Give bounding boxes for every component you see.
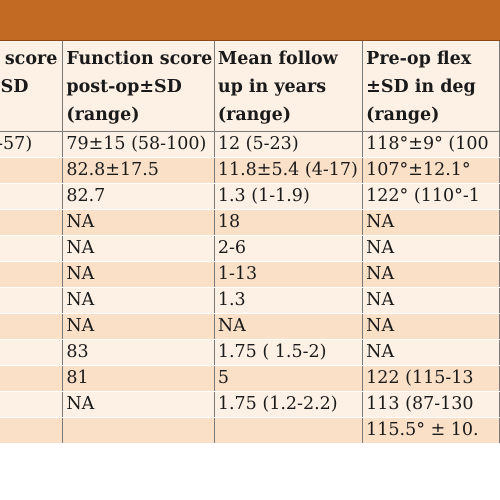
cell-function-score-postop: NA	[62, 209, 215, 236]
cell-preop-flexion: NA	[362, 287, 500, 314]
cell-function-score-postop: NA	[62, 235, 215, 262]
cell-preop-flexion: 122° (110°-1	[362, 183, 500, 210]
cell-mean-follow-up: 1.75 (1.2-2.2)	[214, 391, 364, 418]
cell-preop-flexion: NA	[362, 261, 500, 288]
cell-function-score-preop: 0-57)	[0, 131, 64, 158]
cell-function-score-preop	[0, 313, 64, 340]
table-row: 982.8±17.511.8±5.4 (4-17)107°±12.1°	[0, 157, 500, 184]
cell-function-score-postop: 81	[62, 365, 215, 392]
cell-function-score-postop: 82.8±17.5	[62, 157, 215, 184]
cell-mean-follow-up: 2-6	[214, 235, 364, 262]
cell-preop-flexion: NA	[362, 209, 500, 236]
table-row: 81 5 122 (115-13	[0, 365, 500, 392]
table-row: NA 1.75 (1.2-2.2) 113 (87-130	[0, 391, 500, 418]
cell-function-score-postop	[62, 417, 215, 444]
header-function-score-preop: n score ±SD	[0, 41, 64, 132]
cell-mean-follow-up: 1.75 ( 1.5-2)	[214, 339, 364, 366]
header-preop-flexion: Pre-op flex ±SD in deg (range)	[362, 41, 500, 132]
table-row: 115.5° ± 10.	[0, 417, 500, 444]
cell-function-score-preop	[0, 287, 64, 314]
table-row: NA NA NA	[0, 313, 500, 340]
table-row: NA 1-13 NA	[0, 261, 500, 288]
header-mean-follow-up: Mean follow up in years (range)	[214, 41, 364, 132]
cell-preop-flexion: 122 (115-13	[362, 365, 500, 392]
cell-mean-follow-up	[214, 417, 364, 444]
cell-function-score-postop: 82.7	[62, 183, 215, 210]
cell-function-score-preop	[0, 365, 64, 392]
cell-mean-follow-up: 11.8±5.4 (4-17)	[214, 157, 364, 184]
cell-function-score-preop	[0, 391, 64, 418]
cell-function-score-postop: 79±15 (58-100)	[62, 131, 215, 158]
cell-function-score-preop	[0, 209, 64, 236]
cell-function-score-preop	[0, 183, 64, 210]
cell-function-score-postop: NA	[62, 261, 215, 288]
cell-function-score-postop: NA	[62, 313, 215, 340]
cell-function-score-postop: NA	[62, 391, 215, 418]
table-row: 83 1.75 ( 1.5-2) NA	[0, 339, 500, 366]
cell-mean-follow-up: 1-13	[214, 261, 364, 288]
cell-function-score-preop	[0, 417, 64, 444]
cell-mean-follow-up: 18	[214, 209, 364, 236]
table-row: 0-57)79±15 (58-100)12 (5-23)118°±9° (100	[0, 131, 500, 158]
cell-preop-flexion: 107°±12.1°	[362, 157, 500, 184]
header-function-score-postop: Function score post-op±SD (range)	[62, 41, 215, 132]
cell-mean-follow-up: 1.3	[214, 287, 364, 314]
table-header: n score ±SD Function score post-op±SD (r…	[0, 41, 500, 132]
cell-preop-flexion: 113 (87-130	[362, 391, 500, 418]
table-title-bar	[0, 0, 500, 41]
cell-function-score-preop	[0, 235, 64, 262]
cell-function-score-postop: 83	[62, 339, 215, 366]
cell-preop-flexion: NA	[362, 339, 500, 366]
table-row: NA 18 NA	[0, 209, 500, 236]
cell-function-score-preop: 9	[0, 157, 64, 184]
table-container: n score ±SD Function score post-op±SD (r…	[0, 41, 500, 444]
cell-preop-flexion: NA	[362, 313, 500, 340]
cell-function-score-preop	[0, 339, 64, 366]
cell-mean-follow-up: NA	[214, 313, 364, 340]
table-row: NA 2-6 NA	[0, 235, 500, 262]
cell-function-score-postop: NA	[62, 287, 215, 314]
table-row: NA 1.3 NA	[0, 287, 500, 314]
cell-preop-flexion: 115.5° ± 10.	[362, 417, 500, 444]
cell-function-score-preop	[0, 261, 64, 288]
data-table: n score ±SD Function score post-op±SD (r…	[0, 41, 500, 444]
header-row: n score ±SD Function score post-op±SD (r…	[0, 41, 500, 132]
table-row: 82.7 1.3 (1-1.9) 122° (110°-1	[0, 183, 500, 210]
cell-mean-follow-up: 12 (5-23)	[214, 131, 364, 158]
cell-preop-flexion: NA	[362, 235, 500, 262]
table-body: 0-57)79±15 (58-100)12 (5-23)118°±9° (100…	[0, 131, 500, 444]
cell-mean-follow-up: 5	[214, 365, 364, 392]
cell-mean-follow-up: 1.3 (1-1.9)	[214, 183, 364, 210]
cell-preop-flexion: 118°±9° (100	[362, 131, 500, 158]
